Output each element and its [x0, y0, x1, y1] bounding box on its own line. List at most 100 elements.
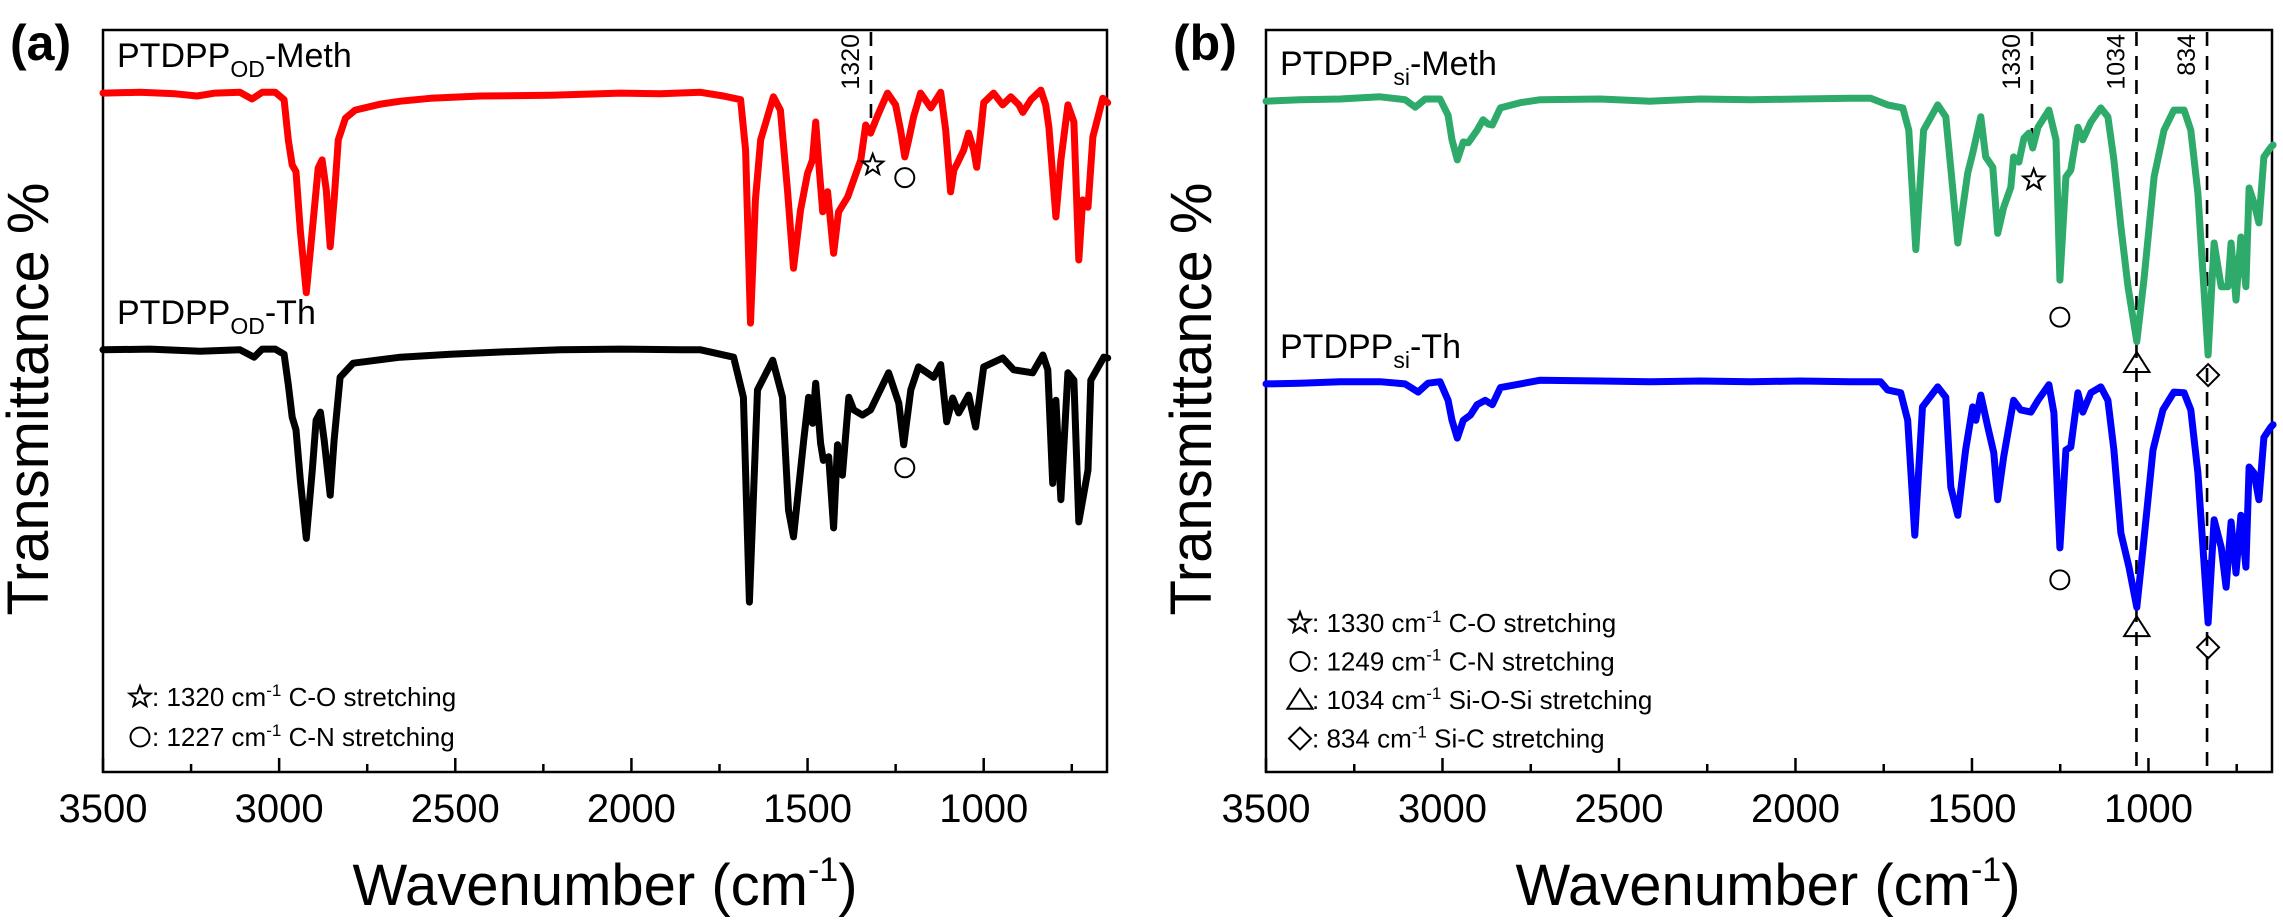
- legend-space: [1384, 647, 1391, 677]
- legend-colon: :: [1312, 647, 1326, 677]
- peak-line-label: 834: [2173, 34, 2201, 76]
- x-tick-label: 2500: [411, 787, 500, 831]
- star-legend-icon: [1286, 609, 1314, 635]
- series-label-main: PTDPP: [117, 37, 230, 75]
- legend-value: 1320: [166, 682, 224, 712]
- legend-colon: :: [152, 722, 166, 752]
- legend-entry: : 1227 cm-1 C-N stretching: [129, 721, 455, 752]
- legend-space: [1441, 608, 1448, 638]
- legend-space: [224, 722, 231, 752]
- series-label: PTDPPsi-Th: [1280, 328, 1461, 373]
- legend-space: [1370, 724, 1377, 754]
- legend-value: 1249: [1326, 647, 1384, 677]
- x-axis-title-main: Wavenumber (cm: [352, 853, 808, 918]
- legend-unit: cm: [232, 722, 267, 752]
- panel-b: (b) Transmittance % 3500 3000 2500 2000 1500 10…: [1159, 15, 2277, 918]
- legend-text: : 834 cm-1 Si-C stretching: [1312, 723, 1605, 754]
- legend-value: 1227: [166, 722, 224, 752]
- legend-text: : 1227 cm-1 C-N stretching: [152, 721, 455, 752]
- legend-unit-sup: -1: [1426, 646, 1441, 665]
- legend-unit: cm: [232, 682, 267, 712]
- x-axis-title: Wavenumber (cm-1): [352, 851, 857, 918]
- circle-legend-icon: [129, 726, 151, 748]
- legend-space: [281, 722, 288, 752]
- legend-space: [1384, 608, 1391, 638]
- diamond-legend-icon: [1287, 726, 1313, 751]
- legend-entry: : 1330 cm-1 C-O stretching: [1286, 607, 1616, 638]
- legend-space: [1427, 724, 1434, 754]
- x-tick-label: 2000: [1751, 787, 1840, 831]
- circle-marker-icon: [894, 167, 916, 189]
- x-tick-label: 3500: [1222, 787, 1311, 831]
- peak-line-label: 1330: [1998, 34, 2026, 90]
- legend-unit: cm: [1392, 608, 1427, 638]
- x-tick-label: 1000: [939, 787, 1028, 831]
- x-tick-label: 1500: [763, 787, 852, 831]
- legend-unit: cm: [1392, 647, 1427, 677]
- series-label: PTDPPOD-Th: [117, 294, 316, 339]
- diamond-marker-icon: [2195, 634, 2221, 660]
- spectrum-ptdpp-si-meth: [1262, 93, 2277, 359]
- peak-line-label: 1034: [2102, 34, 2130, 90]
- x-axis-title-main: Wavenumber (cm: [1515, 853, 1971, 918]
- series-label-main: PTDPP: [1280, 328, 1393, 366]
- series-label-sub: si: [1393, 347, 1410, 373]
- series-label: PTDPPOD-Meth: [117, 37, 352, 82]
- y-axis-title: Transmittance %: [1159, 183, 1224, 616]
- legend-unit: cm: [1392, 685, 1427, 715]
- circle-legend-icon: [1289, 651, 1311, 672]
- x-axis-title-sup: -1: [1971, 851, 2001, 889]
- legend-colon: :: [1312, 724, 1326, 754]
- series-label: PTDPPsi-Meth: [1280, 45, 1497, 90]
- plot-frame: [101, 28, 1109, 774]
- legend-entry: : 1320 cm-1 C-O stretching: [126, 681, 456, 712]
- legend-space: [1384, 685, 1391, 715]
- x-tick-label: 1000: [2104, 787, 2193, 831]
- legend-assignment: C-O stretching: [289, 682, 457, 712]
- star-marker-icon: [2020, 166, 2047, 192]
- star-marker-icon: [859, 151, 886, 177]
- legend-unit-sup: -1: [266, 681, 281, 700]
- x-axis-title-close: ): [2001, 853, 2020, 918]
- legend-space: [281, 682, 288, 712]
- triangle-legend-icon: [1285, 687, 1315, 710]
- legend-unit-sup: -1: [1426, 684, 1441, 703]
- plot-frame: [1264, 28, 2274, 774]
- legend-space: [224, 682, 231, 712]
- x-axis-title: Wavenumber (cm-1): [1515, 851, 2020, 918]
- x-axis-title-sup: -1: [808, 851, 838, 889]
- series-label-main: PTDPP: [117, 294, 230, 332]
- peak-line-label: 1320: [837, 34, 865, 90]
- legend-value: 1034: [1326, 685, 1384, 715]
- legend-unit: cm: [1377, 724, 1412, 754]
- legend-space: [1441, 685, 1448, 715]
- legend-assignment: Si-C stretching: [1434, 724, 1605, 754]
- legend-value: 1330: [1326, 608, 1384, 638]
- star-legend-icon: [126, 683, 154, 709]
- spectrum-ptdpp-si-th: [1262, 376, 2277, 627]
- legend-text: : 1320 cm-1 C-O stretching: [152, 681, 456, 712]
- y-axis-title: Transmittance %: [0, 183, 61, 616]
- panel-a: (a) Transmittance % 3500 3000 2500 2000 1500 10…: [0, 15, 1112, 918]
- x-tick-label: 3000: [235, 787, 324, 831]
- legend-assignment: Si-O-Si stretching: [1449, 685, 1653, 715]
- spectrum-ptdpp-od-meth: [99, 86, 1112, 327]
- legend-unit-sup: -1: [1412, 723, 1427, 742]
- legend-unit-sup: -1: [1426, 607, 1441, 626]
- x-axis-title-close: ): [838, 853, 857, 918]
- circle-marker-icon: [2049, 569, 2071, 591]
- legend-entry: : 834 cm-1 Si-C stretching: [1287, 723, 1605, 754]
- x-tick-label: 2500: [1574, 787, 1663, 831]
- x-tick-label: 3000: [1398, 787, 1487, 831]
- diamond-marker-icon: [2195, 362, 2221, 388]
- legend-unit-sup: -1: [266, 721, 281, 740]
- triangle-marker-icon: [2122, 614, 2152, 638]
- legend-text: : 1034 cm-1 Si-O-Si stretching: [1312, 684, 1652, 715]
- legend-value: 834: [1326, 724, 1369, 754]
- x-tick-label: 2000: [587, 787, 676, 831]
- x-tick-label: 3500: [59, 787, 148, 831]
- series-label-suffix: -Th: [1410, 328, 1461, 366]
- panel-label: (b): [1173, 15, 1237, 71]
- series-label-suffix: -Meth: [265, 37, 352, 75]
